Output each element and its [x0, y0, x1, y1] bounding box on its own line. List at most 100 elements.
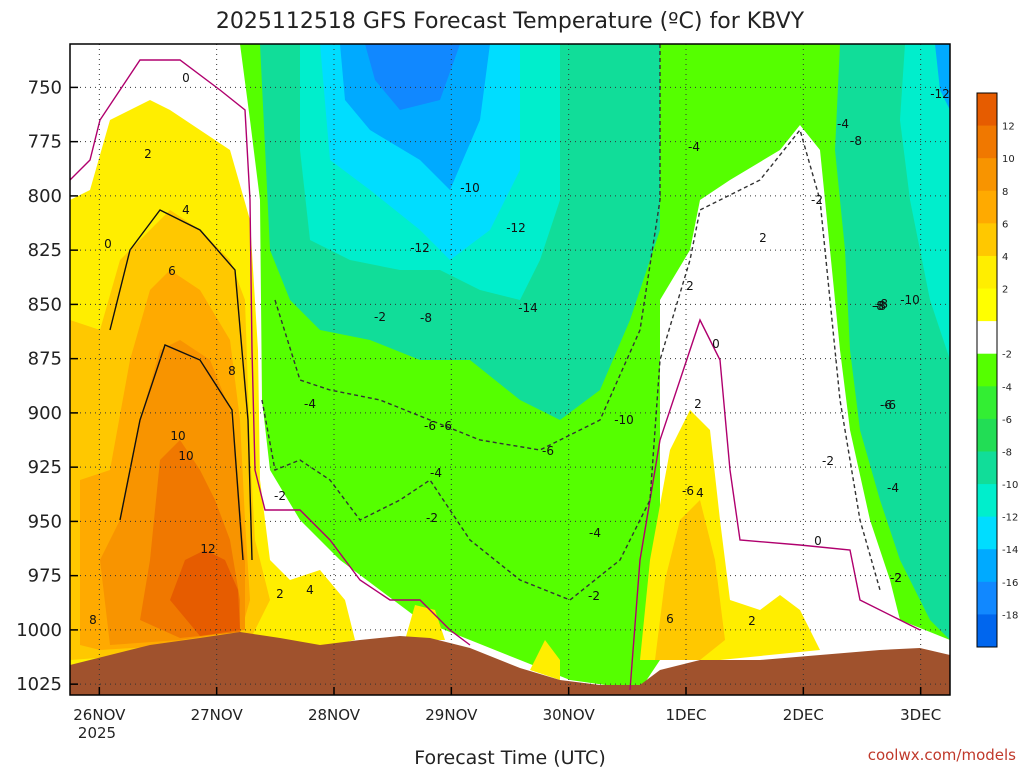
warm-region-28nov [265, 570, 355, 650]
y-tick-label: 850 [28, 294, 62, 315]
zero-isotherm-right [629, 318, 921, 691]
contour-label: -4 [589, 526, 601, 540]
x-tick-label: 2DEC [783, 706, 824, 724]
contour-label: -10 [460, 181, 480, 195]
contour-label: 2 [759, 231, 767, 245]
contour-label: 8 [228, 364, 236, 378]
x-axis: 26NOV 27NOV 28NOV 29NOV 30NOV 1DEC 2DEC 3DEC [73, 687, 941, 724]
contour-label: -4 [430, 466, 442, 480]
colorbar-swatch [977, 353, 997, 387]
colorbar-swatch [977, 158, 997, 192]
contour-label: -2 [426, 511, 438, 525]
right-cold-region-12 [900, 44, 950, 360]
contour-label: 0 [712, 337, 720, 351]
zero-isotherm-left [69, 59, 471, 646]
x-tick-label: 1DEC [665, 706, 706, 724]
contour-label: 12 [200, 542, 215, 556]
contour-label: -4 [304, 397, 316, 411]
y-tick-label: 825 [28, 240, 62, 261]
contour-label: -2 [588, 589, 600, 603]
warm-region-30nov [530, 640, 560, 680]
contour-label: -2 [890, 571, 902, 585]
contour-label: -12 [930, 87, 950, 101]
colorbar-tick-label: -18 [1002, 610, 1018, 621]
contour-label: 2 [694, 397, 702, 411]
warm-region-29nov [405, 605, 445, 640]
contour-label: -6 [424, 419, 436, 433]
warm-region-1dec-4 [655, 500, 725, 660]
contour-label: -2 [822, 454, 834, 468]
y-tick-label: 900 [28, 403, 62, 424]
y-tick-label: 1025 [16, 674, 62, 695]
contour-label: -4 [688, 140, 700, 154]
colorbar-swatch [977, 516, 997, 550]
contour-label: 0 [182, 71, 190, 85]
colorbar-tick-label: 12 [1002, 122, 1015, 133]
contour-label: -8 [420, 311, 432, 325]
colorbar-swatch [977, 255, 997, 290]
colorbar-tick-label: -16 [1002, 578, 1018, 589]
colorbar-tick-label: -10 [1002, 480, 1018, 491]
colorbar-swatch [977, 190, 997, 224]
plus-eight-line [119, 344, 244, 561]
cold-region-18 [365, 44, 460, 110]
colorbar-swatch [977, 614, 997, 648]
y-tick-label: 975 [28, 566, 62, 587]
contour-label: 4 [696, 486, 704, 500]
contour-label: -6 [542, 444, 554, 458]
contour-label: -12 [506, 221, 526, 235]
colorbar-swatch [977, 386, 997, 420]
minus-two-line [261, 128, 881, 601]
colorbar-swatch [977, 484, 997, 518]
colorbar-tick-label: -6 [1002, 415, 1012, 426]
colorbar-swatch [977, 125, 997, 159]
colorbar-tick-label: 4 [1002, 252, 1008, 263]
colorbar-swatch [977, 549, 997, 583]
y-tick-label: 875 [28, 349, 62, 370]
colorbar-swatch [977, 288, 997, 322]
y-tick-label: 800 [28, 186, 62, 207]
contour-label: -10 [900, 293, 920, 307]
contour-label: -2 [890, 571, 902, 585]
contour-label: -4 [887, 481, 899, 495]
contour-label: 2 [144, 147, 152, 161]
colorbar: 12 10 8 6 4 2 -2 -4 -6 -8 -10 -12 -14 -16 -18 [976, 92, 1018, 648]
contour-label: -2 [811, 193, 823, 207]
contour-label: -2 [374, 310, 386, 324]
x-tick-label: 29NOV [425, 706, 478, 724]
colorbar-swatch [977, 223, 997, 257]
contour-label: 8 [89, 613, 97, 627]
chart-title: 2025112518 GFS Forecast Temperature (ºC)… [216, 9, 805, 34]
contour-label: -10 [614, 413, 634, 427]
contour-label: 10 [170, 429, 185, 443]
colorbar-swatch [977, 321, 997, 355]
colorbar-tick-label: 8 [1002, 187, 1008, 198]
y-tick-label: 775 [28, 132, 62, 153]
credit-text: coolwx.com/models [868, 746, 1016, 764]
y-tick-label: 925 [28, 457, 62, 478]
contour-label: -6 [440, 419, 452, 433]
colorbar-swatch [977, 93, 997, 127]
contour-label: -6 [880, 398, 892, 412]
contour-label: 4 [182, 203, 190, 217]
colorbar-tick-label: 2 [1002, 285, 1008, 296]
contour-label: -8 [874, 299, 886, 313]
x-tick-label: 3DEC [900, 706, 941, 724]
contour-label: -8 [876, 297, 888, 311]
x-tick-label: 27NOV [191, 706, 244, 724]
contour-label: 2 [276, 587, 284, 601]
x-axis-label: Forecast Time (UTC) [414, 747, 605, 768]
contour-label: 6 [168, 264, 176, 278]
colorbar-tick-label: 6 [1002, 219, 1008, 230]
contour-label: 10 [178, 449, 193, 463]
ground-region [70, 632, 950, 695]
neutral-region-left [70, 44, 950, 695]
colorbar-frame [976, 92, 998, 648]
colorbar-tick-label: -14 [1002, 545, 1018, 556]
right-cold-region-16 [935, 44, 950, 110]
contour-label: -4 [837, 117, 849, 131]
contour-label: 0 [104, 237, 112, 251]
colorbar-tick-label: 10 [1002, 154, 1015, 165]
colorbar-tick-label: -8 [1002, 447, 1012, 458]
